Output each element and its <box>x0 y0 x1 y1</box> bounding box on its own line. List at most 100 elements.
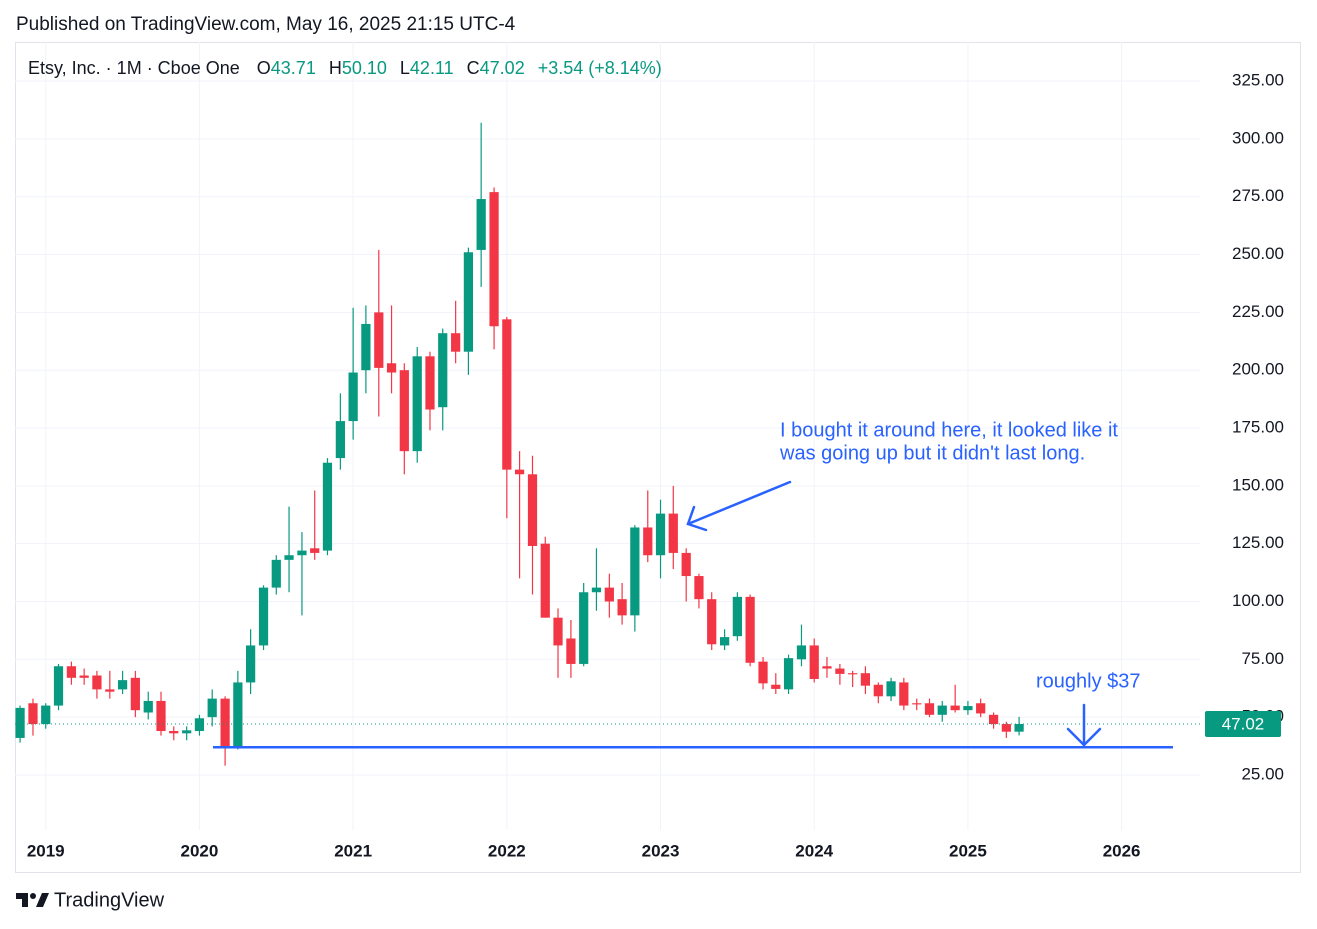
x-tick-label: 2025 <box>949 841 987 860</box>
candle-body <box>617 599 627 616</box>
candle-body <box>143 700 153 713</box>
x-tick-label: 2023 <box>642 841 680 860</box>
candle-body <box>182 730 192 734</box>
y-tick-label: 75.00 <box>1241 649 1284 668</box>
candle-body <box>476 199 486 250</box>
candle-body <box>374 312 384 368</box>
candle-body <box>514 469 525 475</box>
y-tick-label: 150.00 <box>1232 475 1284 494</box>
candle-body <box>796 645 807 660</box>
candle-body <box>169 731 179 734</box>
candle-body <box>681 552 691 577</box>
y-tick-label: 300.00 <box>1232 128 1284 147</box>
candle-body <box>335 421 345 459</box>
y-tick-label: 275.00 <box>1232 186 1284 205</box>
y-tick-label: 100.00 <box>1232 591 1284 610</box>
y-tick-label: 175.00 <box>1232 418 1284 437</box>
candle-body <box>912 703 922 705</box>
candle-body <box>630 527 640 616</box>
candle-body <box>553 617 563 646</box>
candle-body <box>758 661 768 684</box>
candle-body <box>822 666 832 669</box>
candle-body <box>348 372 358 422</box>
x-tick-label: 2026 <box>1103 841 1141 860</box>
candle-body <box>105 689 115 692</box>
annotation-line: was going up but it didn't last long. <box>779 442 1085 464</box>
close-name: C <box>467 58 480 78</box>
candle-body <box>463 252 474 352</box>
candle-body <box>591 587 602 593</box>
candle-body <box>207 698 217 718</box>
candle-body <box>412 356 422 452</box>
low-name: L <box>400 58 410 78</box>
candle-body <box>809 645 819 679</box>
candle-body <box>66 666 77 678</box>
candle-body <box>976 703 986 714</box>
close-value: 47.02 <box>480 58 525 78</box>
candle-body <box>1014 724 1024 732</box>
candle-body <box>963 706 973 711</box>
high-name: H <box>329 58 342 78</box>
annotation-line: I bought it around here, it looked like … <box>780 419 1118 441</box>
annotation-arrow <box>686 480 792 532</box>
candle-body <box>233 682 243 748</box>
change: +3.54 (+8.14%) <box>538 58 662 78</box>
candle-body <box>860 673 871 686</box>
candle-body <box>194 718 205 732</box>
candle-body <box>540 543 550 618</box>
brand-name: TradingView <box>54 889 165 911</box>
candle-body <box>924 703 935 715</box>
x-tick-label: 2024 <box>795 841 833 860</box>
candle-body <box>130 677 140 711</box>
x-tick-label: 2020 <box>181 841 219 860</box>
x-tick-label: 2021 <box>334 841 372 860</box>
open-value: 43.71 <box>271 58 316 78</box>
candle-body <box>655 513 666 556</box>
candle-body <box>322 462 333 551</box>
y-tick-label: 225.00 <box>1232 302 1284 321</box>
candle-body <box>527 474 538 546</box>
candle-body <box>1001 724 1011 732</box>
x-tick-label: 2019 <box>27 841 65 860</box>
price-tag <box>1205 711 1281 738</box>
candle-body <box>604 587 614 602</box>
candle-body <box>489 192 499 327</box>
candle-body <box>694 576 704 600</box>
y-tick-label: 125.00 <box>1232 533 1284 552</box>
candle-body <box>258 587 269 646</box>
candle-body <box>771 684 781 689</box>
candle-body <box>310 548 320 553</box>
candle-body <box>835 668 845 674</box>
candle-body <box>425 356 435 410</box>
candle-body <box>579 592 589 664</box>
price-tag-label: 47.02 <box>1222 715 1265 734</box>
candle-body <box>873 684 883 697</box>
candle-body <box>156 700 166 732</box>
candle-body <box>92 675 102 690</box>
candle-body <box>950 705 960 711</box>
candle-body <box>117 680 128 690</box>
y-tick-label: 325.00 <box>1232 71 1284 90</box>
published-note: Published on TradingView.com, May 16, 20… <box>16 14 516 35</box>
symbol: Etsy, Inc. · 1M · Cboe One <box>28 58 240 78</box>
candle-body <box>899 682 909 706</box>
low-value: 42.11 <box>410 58 454 78</box>
candle-body <box>707 599 717 645</box>
legend: Etsy, Inc. · 1M · Cboe One O43.71 H50.10… <box>28 58 662 78</box>
candle-body <box>720 637 730 646</box>
candle-body <box>399 370 409 452</box>
candle-body <box>386 363 397 373</box>
candle-body <box>451 333 461 352</box>
candle-body <box>79 675 89 678</box>
brand-logo <box>16 893 49 907</box>
candle-body <box>643 527 653 556</box>
candle-body <box>988 714 999 725</box>
candle-body <box>246 645 256 683</box>
plot-area: 2019 2020 2021 2022 2023 2024 2025 2026 25.00 50.… <box>15 42 1284 860</box>
candle-body <box>438 333 448 408</box>
candle-body <box>271 559 281 588</box>
candle-body <box>53 666 64 706</box>
candle-body <box>284 555 294 560</box>
candle-body <box>28 703 38 725</box>
candle-body <box>668 513 678 553</box>
